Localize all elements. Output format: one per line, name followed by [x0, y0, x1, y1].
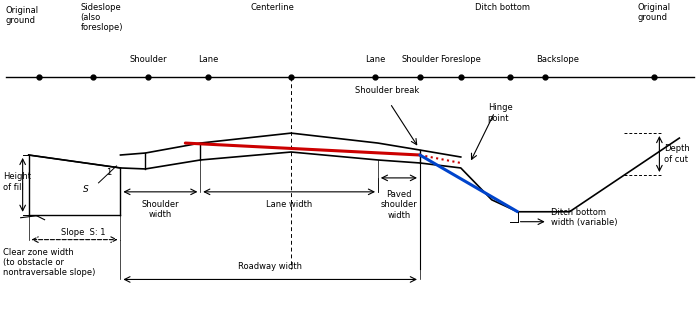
Text: Lane width: Lane width — [266, 200, 312, 209]
Text: 1: 1 — [106, 168, 111, 177]
Text: Shoulder
width: Shoulder width — [141, 200, 179, 219]
Text: S: S — [83, 185, 88, 194]
Text: Original
ground: Original ground — [638, 3, 671, 22]
Text: Centerline: Centerline — [250, 3, 294, 12]
Text: Sideslope
(also
foreslope): Sideslope (also foreslope) — [80, 3, 123, 33]
Text: Paved
shoulder
width: Paved shoulder width — [381, 190, 417, 220]
Text: Shoulder: Shoulder — [130, 55, 167, 64]
Text: Ditch bottom: Ditch bottom — [475, 3, 530, 12]
Text: Lane: Lane — [365, 55, 385, 64]
Text: Depth
of cut: Depth of cut — [664, 144, 690, 164]
Text: Backslope: Backslope — [536, 55, 579, 64]
Text: Slope  S: 1: Slope S: 1 — [61, 228, 105, 237]
Text: Ditch bottom
width (variable): Ditch bottom width (variable) — [551, 208, 617, 228]
Text: Hinge
point: Hinge point — [488, 103, 512, 123]
Text: Original
ground: Original ground — [6, 6, 38, 25]
Text: Foreslope: Foreslope — [440, 55, 481, 64]
Text: Clear zone width
(to obstacle or
nontraversable slope): Clear zone width (to obstacle or nontrav… — [3, 248, 95, 277]
Text: Shoulder: Shoulder — [401, 55, 439, 64]
Text: Lane: Lane — [198, 55, 218, 64]
Text: Shoulder break: Shoulder break — [355, 86, 419, 95]
Text: Height
of fill: Height of fill — [3, 172, 31, 192]
Text: Roadway width: Roadway width — [238, 263, 302, 271]
